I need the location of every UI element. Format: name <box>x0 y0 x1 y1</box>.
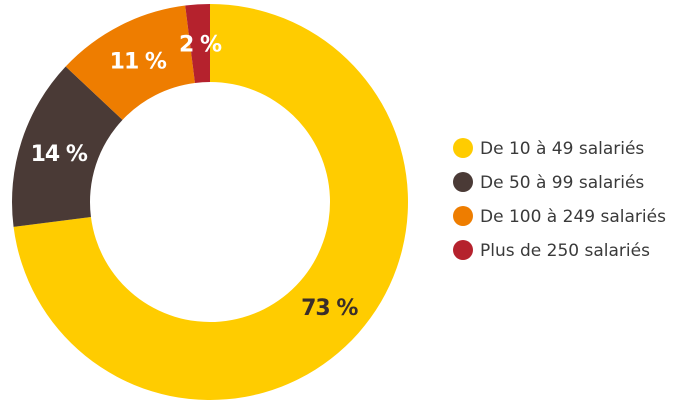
legend-label: De 100 à 249 salariés <box>480 207 666 227</box>
legend-swatch <box>453 138 473 158</box>
donut-slice <box>13 4 409 401</box>
value-label: 2 % <box>179 32 222 57</box>
donut-slice <box>185 4 210 83</box>
legend-swatch <box>453 206 473 226</box>
legend-label: De 10 à 49 salariés <box>480 139 644 159</box>
value-label: 14 % <box>31 142 88 167</box>
legend-swatch <box>453 240 473 260</box>
donut-slice <box>11 66 123 227</box>
legend-swatch <box>453 172 473 192</box>
legend-label: Plus de 250 salariés <box>480 241 650 261</box>
legend-label: De 50 à 99 salariés <box>480 173 644 193</box>
value-label: 11 % <box>110 49 167 74</box>
value-label: 73 % <box>301 296 358 321</box>
donut-slice <box>65 5 195 120</box>
